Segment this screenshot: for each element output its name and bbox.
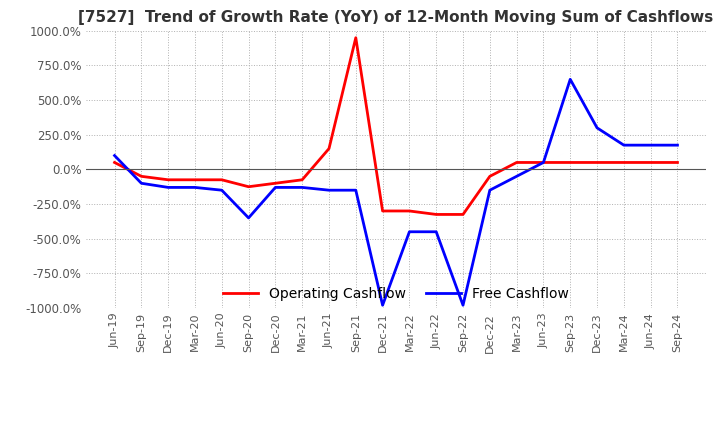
Operating Cashflow <box>432 212 441 217</box>
Operating Cashflow <box>566 160 575 165</box>
Free Cashflow <box>619 143 628 148</box>
Free Cashflow <box>271 185 279 190</box>
Operating Cashflow <box>513 160 521 165</box>
Free Cashflow <box>351 187 360 193</box>
Title: [7527]  Trend of Growth Rate (YoY) of 12-Month Moving Sum of Cashflows: [7527] Trend of Growth Rate (YoY) of 12-… <box>78 11 714 26</box>
Operating Cashflow <box>485 174 494 179</box>
Operating Cashflow <box>673 160 682 165</box>
Operating Cashflow <box>271 180 279 186</box>
Free Cashflow <box>191 185 199 190</box>
Free Cashflow <box>298 185 307 190</box>
Operating Cashflow <box>619 160 628 165</box>
Operating Cashflow <box>217 177 226 183</box>
Free Cashflow <box>485 187 494 193</box>
Operating Cashflow <box>244 184 253 189</box>
Free Cashflow <box>325 187 333 193</box>
Free Cashflow <box>217 187 226 193</box>
Line: Operating Cashflow: Operating Cashflow <box>114 38 678 214</box>
Free Cashflow <box>405 229 414 235</box>
Free Cashflow <box>110 153 119 158</box>
Free Cashflow <box>513 174 521 179</box>
Operating Cashflow <box>593 160 601 165</box>
Operating Cashflow <box>164 177 173 183</box>
Free Cashflow <box>244 215 253 220</box>
Free Cashflow <box>566 77 575 82</box>
Free Cashflow <box>539 160 548 165</box>
Legend: Operating Cashflow, Free Cashflow: Operating Cashflow, Free Cashflow <box>217 282 575 307</box>
Free Cashflow <box>459 303 467 308</box>
Operating Cashflow <box>110 160 119 165</box>
Free Cashflow <box>432 229 441 235</box>
Free Cashflow <box>647 143 655 148</box>
Operating Cashflow <box>459 212 467 217</box>
Operating Cashflow <box>325 146 333 151</box>
Operating Cashflow <box>351 35 360 40</box>
Operating Cashflow <box>191 177 199 183</box>
Operating Cashflow <box>647 160 655 165</box>
Line: Free Cashflow: Free Cashflow <box>114 79 678 305</box>
Operating Cashflow <box>378 209 387 214</box>
Operating Cashflow <box>405 209 414 214</box>
Free Cashflow <box>673 143 682 148</box>
Free Cashflow <box>378 303 387 308</box>
Free Cashflow <box>164 185 173 190</box>
Free Cashflow <box>593 125 601 130</box>
Operating Cashflow <box>137 174 145 179</box>
Free Cashflow <box>137 180 145 186</box>
Operating Cashflow <box>539 160 548 165</box>
Operating Cashflow <box>298 177 307 183</box>
